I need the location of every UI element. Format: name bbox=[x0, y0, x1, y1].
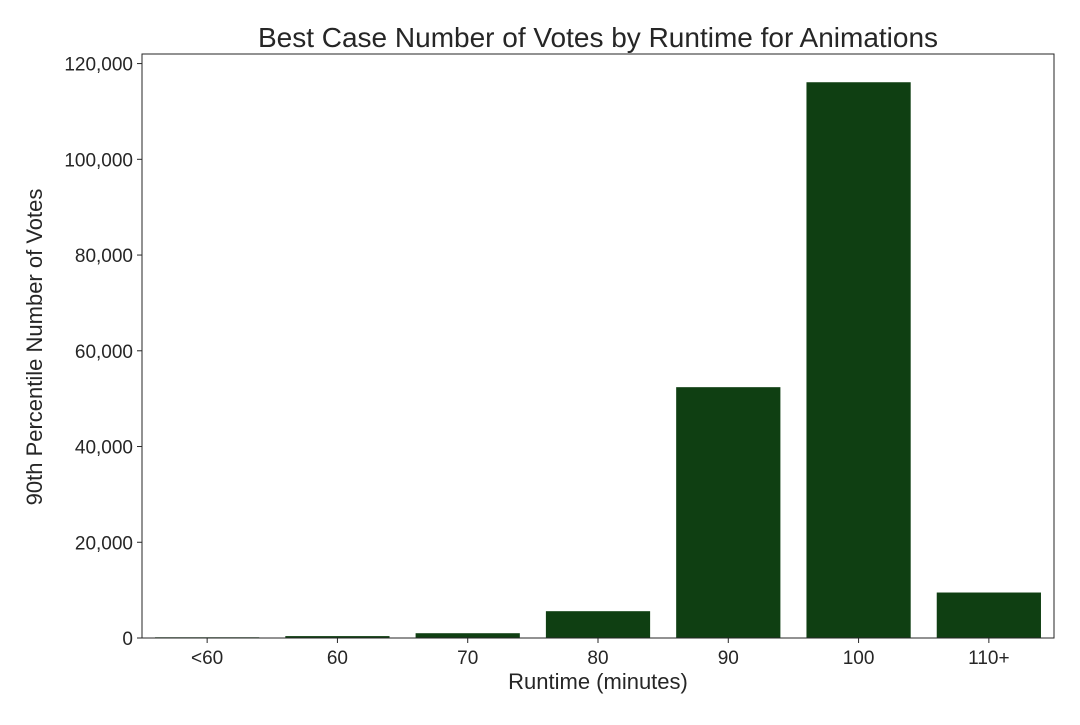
y-tick-label: 80,000 bbox=[75, 246, 133, 267]
x-tick-label: <60 bbox=[191, 648, 223, 669]
bar-1 bbox=[285, 636, 390, 638]
x-tick-label: 80 bbox=[587, 648, 608, 669]
y-tick-label: 20,000 bbox=[75, 533, 133, 554]
x-tick-label: 90 bbox=[718, 648, 739, 669]
bar-2 bbox=[415, 633, 520, 638]
y-tick-label: 100,000 bbox=[64, 150, 133, 171]
x-tick-label: 60 bbox=[327, 648, 348, 669]
bar-4 bbox=[676, 387, 781, 638]
y-tick-label: 120,000 bbox=[64, 55, 133, 76]
bar-6 bbox=[936, 592, 1041, 638]
chart-title: Best Case Number of Votes by Runtime for… bbox=[258, 22, 938, 53]
y-axis-ticks: 0 20,000 40,000 60,000 80,000 100,000 120,000 bbox=[64, 55, 142, 650]
x-tick-label: 100 bbox=[843, 648, 875, 669]
x-tick-label: 70 bbox=[457, 648, 478, 669]
plot-area-frame bbox=[141, 53, 1055, 639]
x-tick-label: 110+ bbox=[968, 648, 1009, 669]
x-axis-label: Runtime (minutes) bbox=[508, 669, 688, 694]
y-axis-label: 90th Percentile Number of Votes bbox=[22, 189, 47, 506]
y-tick-label: 0 bbox=[122, 629, 133, 650]
bar-5 bbox=[806, 82, 911, 639]
y-tick-label: 60,000 bbox=[75, 342, 133, 363]
bar-3 bbox=[545, 611, 651, 638]
y-tick-label: 40,000 bbox=[75, 438, 133, 459]
x-axis-ticks: <60 60 70 80 90 100 110+ bbox=[191, 638, 1010, 669]
bars-group bbox=[155, 82, 1041, 639]
